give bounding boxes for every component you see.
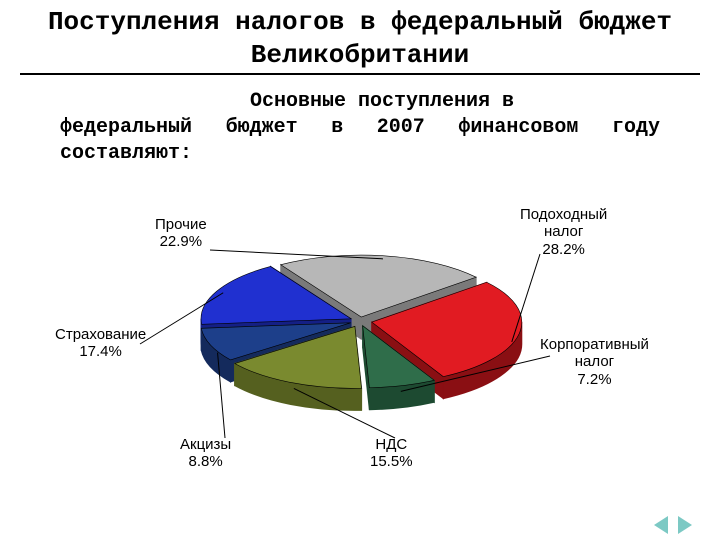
nav-controls xyxy=(654,516,692,534)
label-income: Подоходный налог 28.2% xyxy=(520,206,607,258)
subtitle-l2: федеральный бюджет в 2007 финансовом год… xyxy=(60,116,660,165)
label-corporate: Корпоративный налог 7.2% xyxy=(540,336,649,388)
subtitle: Основные поступления в федеральный бюдже… xyxy=(60,89,660,167)
prev-button[interactable] xyxy=(654,516,668,534)
next-button[interactable] xyxy=(678,516,692,534)
label-insurance: Страхование 17.4% xyxy=(55,326,146,361)
label-vat: НДС 15.5% xyxy=(370,436,413,471)
label-other: Прочие 22.9% xyxy=(155,216,207,251)
pie-chart: Прочие 22.9% Подоходный налог 28.2% Стра… xyxy=(0,201,720,501)
subtitle-l1: Основные поступления в xyxy=(250,90,514,113)
label-excise: Акцизы 8.8% xyxy=(180,436,231,471)
page-title: Поступления налогов в федеральный бюджет… xyxy=(20,6,700,75)
